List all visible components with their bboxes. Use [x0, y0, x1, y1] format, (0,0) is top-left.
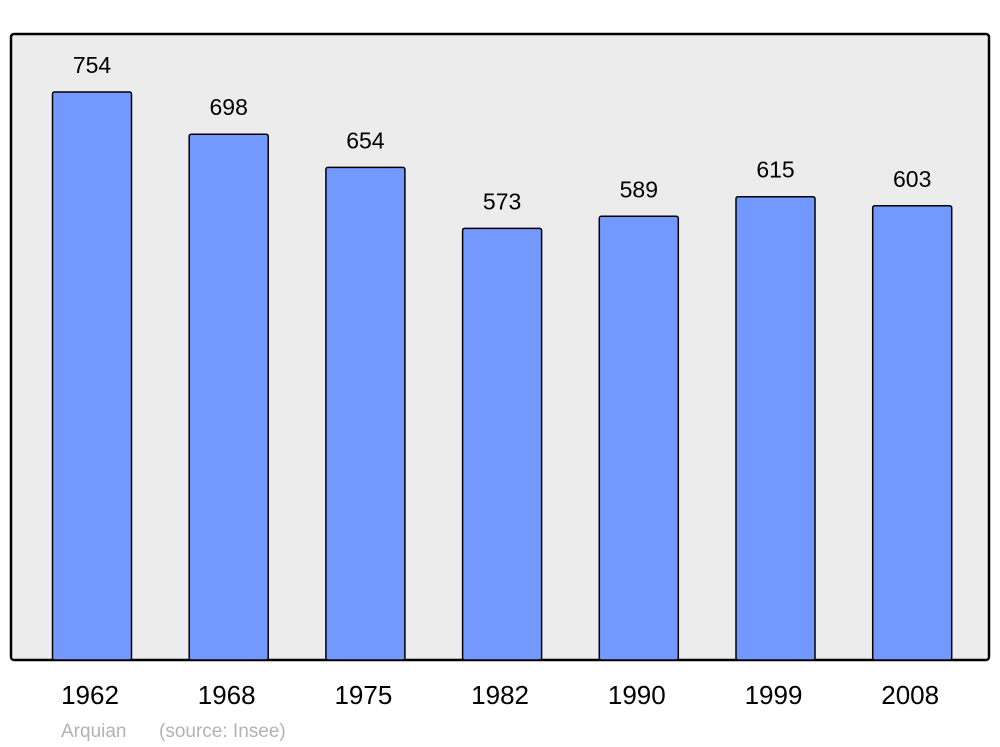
x-tick-label-1962: 1962 [61, 680, 119, 710]
data-label-1990: 589 [620, 176, 658, 202]
x-tick-label-1990: 1990 [608, 680, 666, 710]
x-tick-label-2008: 2008 [881, 680, 939, 710]
footer-place: Arquian [61, 721, 127, 742]
x-tick-label-1968: 1968 [198, 680, 256, 710]
bar-1975 [325, 166, 406, 661]
x-tick-label-1999: 1999 [745, 680, 803, 710]
data-label-1968: 698 [210, 94, 248, 120]
x-tick-label-1982: 1982 [471, 680, 529, 710]
bar-1982 [461, 227, 543, 661]
bar-1962 [51, 91, 133, 661]
data-label-1975: 654 [346, 127, 385, 153]
bar-1999 [735, 195, 816, 661]
footer-source: (source: Insee) [159, 721, 286, 742]
bar-1968 [188, 133, 269, 661]
data-label-1962: 754 [73, 52, 112, 78]
bar-2008 [871, 205, 953, 661]
bar-1990 [598, 215, 680, 661]
data-label-2008: 603 [893, 166, 931, 192]
data-label-1982: 573 [483, 188, 521, 214]
x-tick-label-1975: 1975 [334, 680, 392, 710]
data-label-1999: 615 [756, 157, 794, 183]
